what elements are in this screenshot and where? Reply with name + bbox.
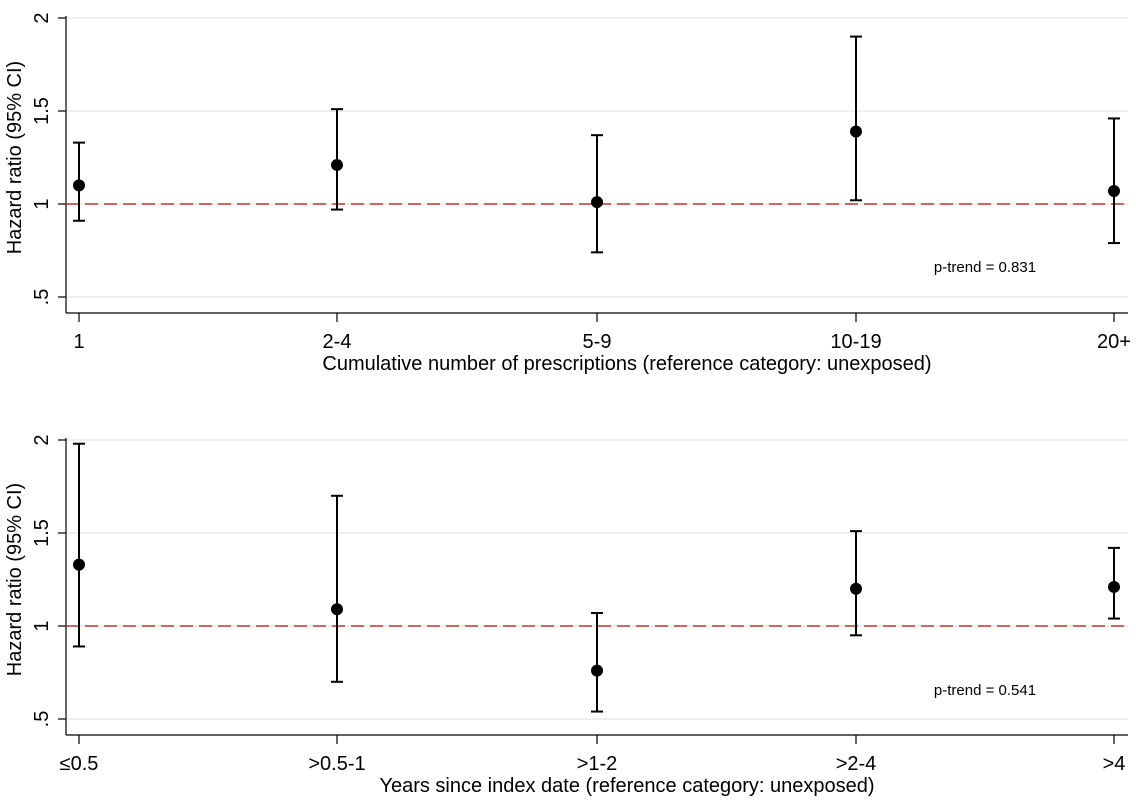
y-tick-label: 1.5 — [31, 519, 53, 547]
point-estimate — [73, 179, 85, 192]
point-estimate — [850, 125, 862, 138]
p-trend-annotation: p-trend = 0.541 — [934, 682, 1036, 699]
point-estimate — [73, 558, 85, 571]
x-tick-label: >0.5-1 — [308, 753, 365, 775]
x-axis-title: Years since index date (reference catego… — [379, 775, 874, 797]
point-estimate — [331, 158, 343, 171]
x-tick-label: >4 — [1103, 753, 1126, 775]
y-axis-title: Hazard ratio (95% CI) — [4, 483, 26, 676]
p-trend-annotation: p-trend = 0.831 — [934, 259, 1036, 276]
y-tick-label: 2 — [31, 12, 53, 23]
y-tick-label: .5 — [31, 711, 53, 728]
y-tick-label: 1 — [31, 620, 53, 631]
y-axis-title: Hazard ratio (95% CI) — [4, 61, 26, 254]
x-tick-label: ≤0.5 — [60, 753, 99, 775]
y-tick-label: 1 — [31, 198, 53, 209]
x-tick-label: 5-9 — [583, 331, 612, 353]
point-estimate — [1108, 184, 1120, 197]
point-estimate — [331, 603, 343, 616]
x-tick-label: 20+ — [1097, 331, 1131, 353]
point-estimate — [850, 582, 862, 595]
y-tick-label: 1.5 — [31, 97, 53, 125]
point-estimate — [591, 664, 603, 677]
point-estimate — [591, 196, 603, 209]
chart-panel-1: .5 1 1.5 2 Hazard ratio (95% CI) 1 2-4 5-9 10-19… — [4, 12, 1131, 375]
y-tick-label: .5 — [31, 289, 53, 306]
point-estimate — [1108, 580, 1120, 593]
x-tick-label: >1-2 — [577, 753, 618, 775]
x-tick-label: 10-19 — [830, 331, 881, 353]
x-tick-label: >2-4 — [836, 753, 877, 775]
x-tick-label: 2-4 — [323, 331, 352, 353]
y-tick-label: 2 — [31, 434, 53, 445]
chart-panel-2: .5 1 1.5 2 Hazard ratio (95% CI) ≤0.5 >0.5-1 >1… — [4, 434, 1128, 797]
x-axis-title: Cumulative number of prescriptions (refe… — [322, 353, 931, 375]
x-tick-label: 1 — [73, 331, 84, 353]
